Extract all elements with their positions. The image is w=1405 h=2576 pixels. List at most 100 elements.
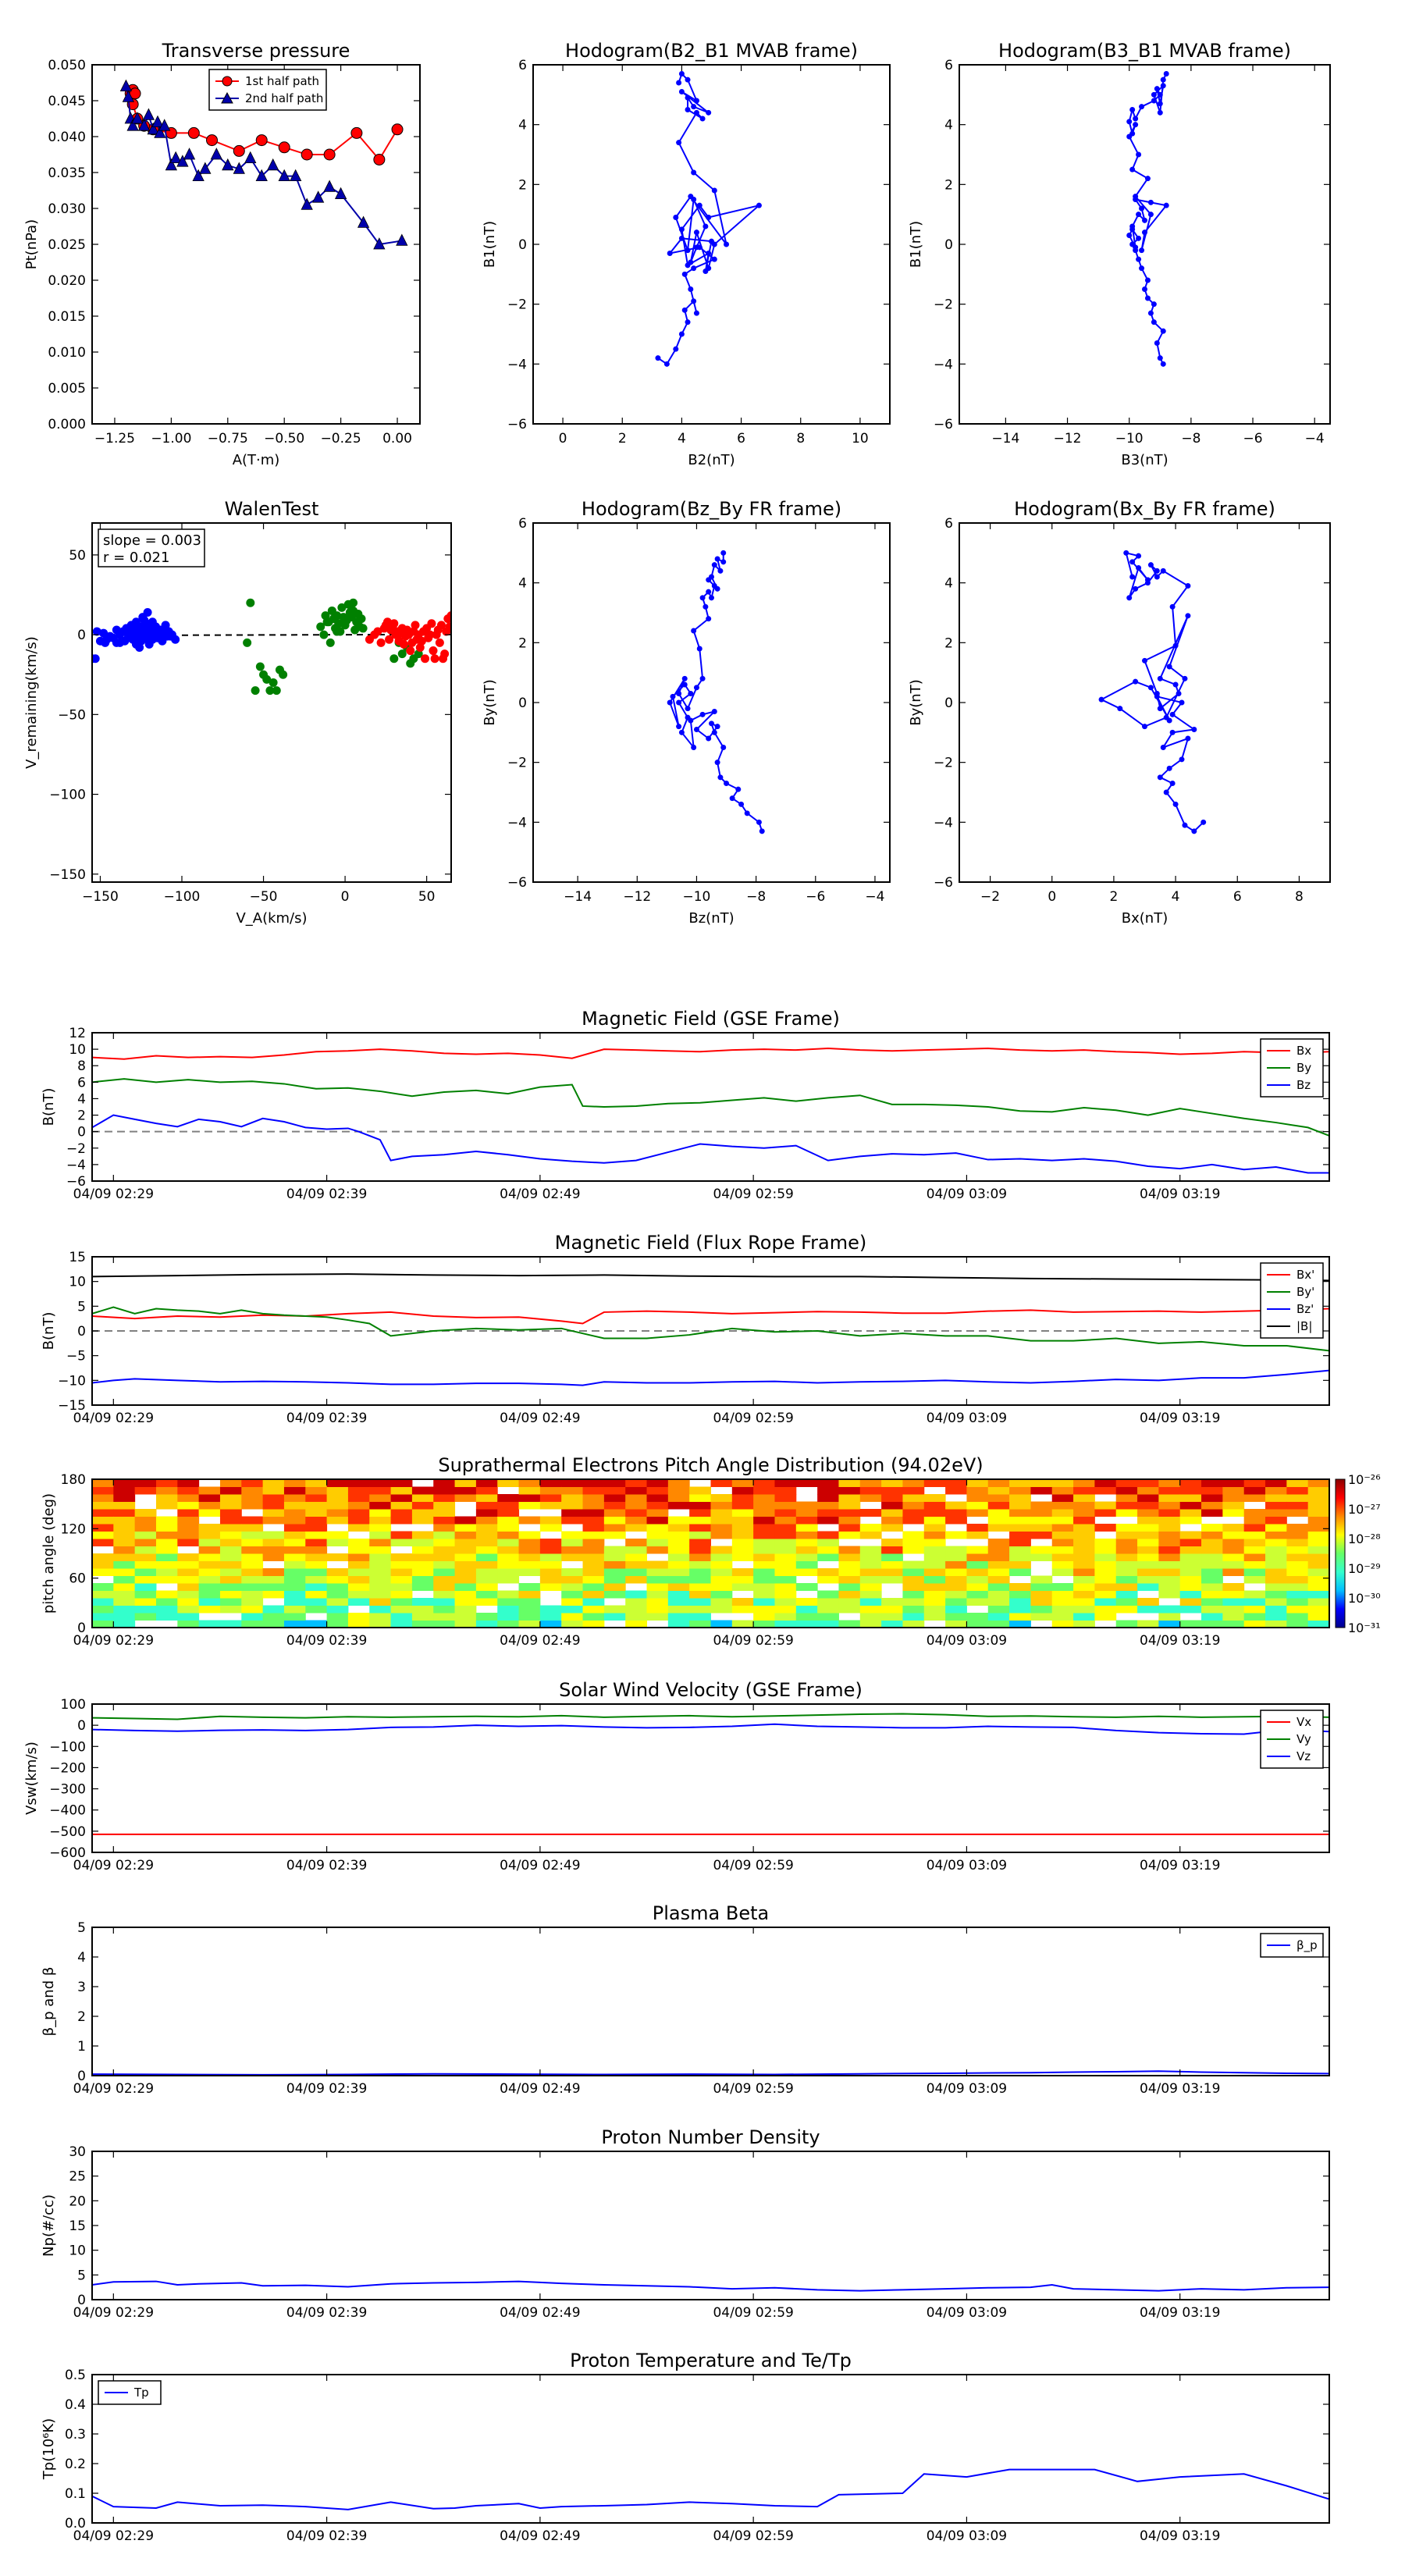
y-tick-label: 10 (69, 1042, 86, 1058)
scatter-point (92, 654, 100, 664)
heatmap-cell (859, 1486, 882, 1495)
data-point (147, 122, 159, 135)
y-tick-label: −6 (507, 417, 527, 432)
data-point (1160, 76, 1166, 83)
heatmap-cell (539, 1605, 562, 1614)
heatmap-cell (966, 1620, 989, 1628)
heatmap-cell (92, 1560, 114, 1569)
scatter-point (349, 606, 358, 615)
heatmap-cell (625, 1575, 648, 1584)
heatmap-cell (411, 1613, 434, 1621)
heatmap-cell (1158, 1568, 1181, 1576)
heatmap-cell (1137, 1494, 1159, 1502)
colorbar (1335, 1478, 1346, 1628)
heatmap-cell (369, 1620, 392, 1628)
heatmap-cell (134, 1509, 157, 1517)
data-point (1151, 301, 1157, 308)
heatmap-cell (454, 1479, 477, 1487)
heatmap-cell (625, 1598, 648, 1606)
plot-frame (91, 1478, 1330, 1628)
heatmap-cell (219, 1590, 242, 1599)
heatmap-cell (155, 1553, 178, 1561)
heatmap-cell (113, 1539, 136, 1546)
heatmap-cell (774, 1568, 797, 1576)
heatmap-cell (92, 1583, 114, 1591)
data-point (711, 709, 717, 714)
heatmap-cell (347, 1501, 370, 1510)
heatmap-cell (582, 1486, 605, 1495)
heatmap-cell (390, 1568, 413, 1576)
data-point (122, 90, 134, 102)
heatmap-cell (1307, 1583, 1329, 1591)
heatmap-cell (92, 1494, 114, 1502)
heatmap-cell (475, 1568, 498, 1576)
heatmap-cell (539, 1501, 562, 1510)
heatmap-cell (1009, 1539, 1031, 1546)
heatmap-cell (1201, 1494, 1223, 1502)
heatmap-cell (1243, 1605, 1266, 1614)
heatmap-cell (92, 1479, 114, 1487)
data-point (693, 310, 699, 316)
y-tick-label: 5 (77, 2268, 86, 2283)
heatmap-cell (390, 1501, 413, 1510)
heatmap-cell (113, 1620, 136, 1628)
heatmap-cell (305, 1501, 328, 1510)
heatmap-cell (817, 1501, 839, 1510)
heatmap-cell (1115, 1509, 1138, 1517)
heatmap-cell (795, 1531, 818, 1539)
data-point (1166, 664, 1172, 670)
heatmap-cell (198, 1524, 221, 1532)
heatmap-cell (155, 1524, 178, 1532)
heatmap-cell (369, 1546, 392, 1554)
data-point (1126, 233, 1133, 238)
data-point (1147, 685, 1154, 691)
heatmap-cell (497, 1494, 520, 1502)
data-point (681, 681, 688, 688)
data-point (1142, 657, 1147, 664)
heatmap-cell (326, 1583, 349, 1591)
heatmap-cell (561, 1590, 584, 1599)
heatmap-cell (497, 1546, 520, 1554)
heatmap-cell (262, 1620, 285, 1628)
heatmap-cell (390, 1583, 413, 1591)
heatmap-cell (902, 1516, 925, 1525)
heatmap-cell (369, 1590, 392, 1599)
heatmap-cell (1222, 1479, 1245, 1487)
heatmap-cell (795, 1539, 818, 1546)
heatmap-cell (923, 1516, 946, 1525)
heatmap-cell (283, 1598, 306, 1606)
y-tick-label: 0 (77, 2293, 86, 2308)
data-point (1151, 319, 1157, 326)
heatmap-cell (966, 1524, 989, 1532)
heatmap-cell (283, 1516, 306, 1525)
heatmap-cell (347, 1583, 370, 1591)
heatmap-cell (753, 1516, 775, 1525)
heatmap-cell (1307, 1486, 1329, 1495)
heatmap-cell (1073, 1613, 1095, 1621)
data-point (1163, 71, 1169, 76)
heatmap-cell (646, 1568, 669, 1576)
heatmap-cell (987, 1516, 1010, 1525)
heatmap-cell (219, 1479, 242, 1487)
heatmap-cell (1137, 1531, 1159, 1539)
heatmap-cell (1222, 1590, 1245, 1599)
heatmap-cell (113, 1605, 136, 1614)
scatter-point (436, 621, 446, 630)
heatmap-cell (561, 1575, 584, 1584)
heatmap-cell (1115, 1560, 1138, 1569)
heatmap-cell (177, 1553, 200, 1561)
data-point (1169, 781, 1176, 786)
heatmap-cell (262, 1539, 285, 1546)
time-tick-label: 04/09 02:59 (713, 1858, 793, 1873)
scatter-point (421, 654, 430, 664)
data-point (1169, 729, 1176, 735)
heatmap-cell (177, 1539, 200, 1546)
data-point (1191, 828, 1197, 834)
heatmap-cell (198, 1568, 221, 1576)
heatmap-cell (369, 1605, 392, 1614)
data-point (693, 109, 699, 116)
heatmap-cell (753, 1546, 775, 1554)
data-point (244, 151, 257, 164)
heatmap-cell (1115, 1539, 1138, 1546)
heatmap-cell (923, 1531, 946, 1539)
